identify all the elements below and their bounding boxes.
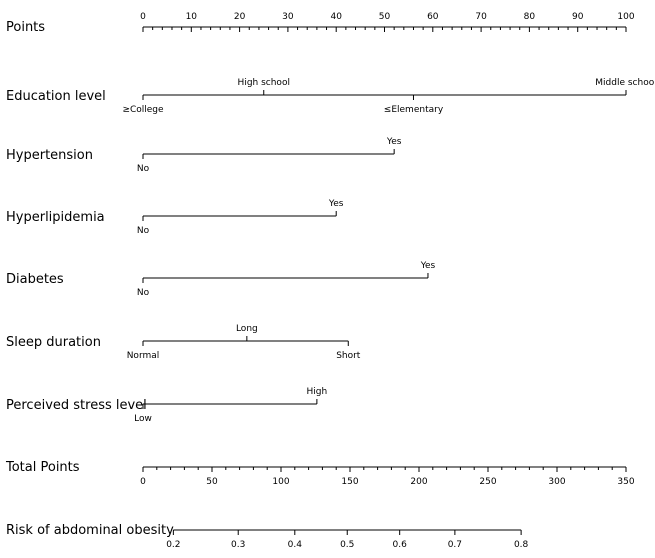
total-points-axis-label: Total Points xyxy=(5,460,80,475)
level-label-perceived-stress-level: High xyxy=(307,387,328,397)
points-axis-tick-label: 0 xyxy=(140,12,146,22)
level-label-hypertension: Yes xyxy=(386,137,402,147)
risk-axis-tick-label: 0.3 xyxy=(231,540,245,550)
total-points-tick-label: 300 xyxy=(548,477,565,487)
risk-axis-label: Risk of abdominal obesity xyxy=(6,523,174,538)
level-label-sleep-duration: Long xyxy=(236,324,258,334)
total-points-tick-label: 250 xyxy=(479,477,496,487)
points-axis-tick-label: 30 xyxy=(282,12,294,22)
risk-axis-tick-label: 0.7 xyxy=(448,540,462,550)
level-label-education-level: High school xyxy=(238,78,290,88)
points-axis-tick-label: 70 xyxy=(475,12,487,22)
total-points-tick-label: 0 xyxy=(140,477,146,487)
level-label-education-level: ≥College xyxy=(122,105,164,115)
variable-label-diabetes: Diabetes xyxy=(6,272,64,287)
risk-axis-tick-label: 0.5 xyxy=(340,540,354,550)
level-label-sleep-duration: Short xyxy=(336,351,361,361)
variable-label-sleep-duration: Sleep duration xyxy=(6,335,101,350)
level-label-hypertension: No xyxy=(137,164,150,174)
level-label-hyperlipidemia: Yes xyxy=(328,199,344,209)
total-points-tick-label: 200 xyxy=(410,477,427,487)
points-axis-tick-label: 10 xyxy=(186,12,198,22)
risk-axis-tick-label: 0.4 xyxy=(288,540,303,550)
level-label-diabetes: No xyxy=(137,288,150,298)
total-points-tick-label: 150 xyxy=(341,477,358,487)
variable-label-hypertension: Hypertension xyxy=(6,148,93,163)
variable-label-education-level: Education level xyxy=(6,89,106,104)
level-label-sleep-duration: Normal xyxy=(127,351,160,361)
points-axis-tick-label: 100 xyxy=(617,12,634,22)
total-points-tick-label: 50 xyxy=(206,477,218,487)
variable-label-perceived-stress-level: Perceived stress level xyxy=(6,398,147,413)
total-points-tick-label: 350 xyxy=(617,477,634,487)
points-axis-label: Points xyxy=(6,20,45,35)
level-label-education-level: ≤Elementary xyxy=(384,105,444,115)
risk-axis-tick-label: 0.2 xyxy=(166,540,180,550)
points-axis-tick-label: 50 xyxy=(379,12,391,22)
points-axis-tick-label: 60 xyxy=(427,12,439,22)
variable-label-hyperlipidemia: Hyperlipidemia xyxy=(6,210,105,225)
points-axis-tick-label: 20 xyxy=(234,12,246,22)
total-points-tick-label: 100 xyxy=(272,477,289,487)
level-label-education-level: Middle school xyxy=(595,78,655,88)
level-label-diabetes: Yes xyxy=(420,261,436,271)
points-axis-tick-label: 80 xyxy=(524,12,536,22)
level-label-perceived-stress-level: Low xyxy=(134,414,152,424)
points-axis-tick-label: 90 xyxy=(572,12,584,22)
risk-axis-tick-label: 0.6 xyxy=(393,540,408,550)
points-axis-tick-label: 40 xyxy=(330,12,342,22)
risk-axis-tick-label: 0.8 xyxy=(514,540,529,550)
level-label-hyperlipidemia: No xyxy=(137,226,150,236)
